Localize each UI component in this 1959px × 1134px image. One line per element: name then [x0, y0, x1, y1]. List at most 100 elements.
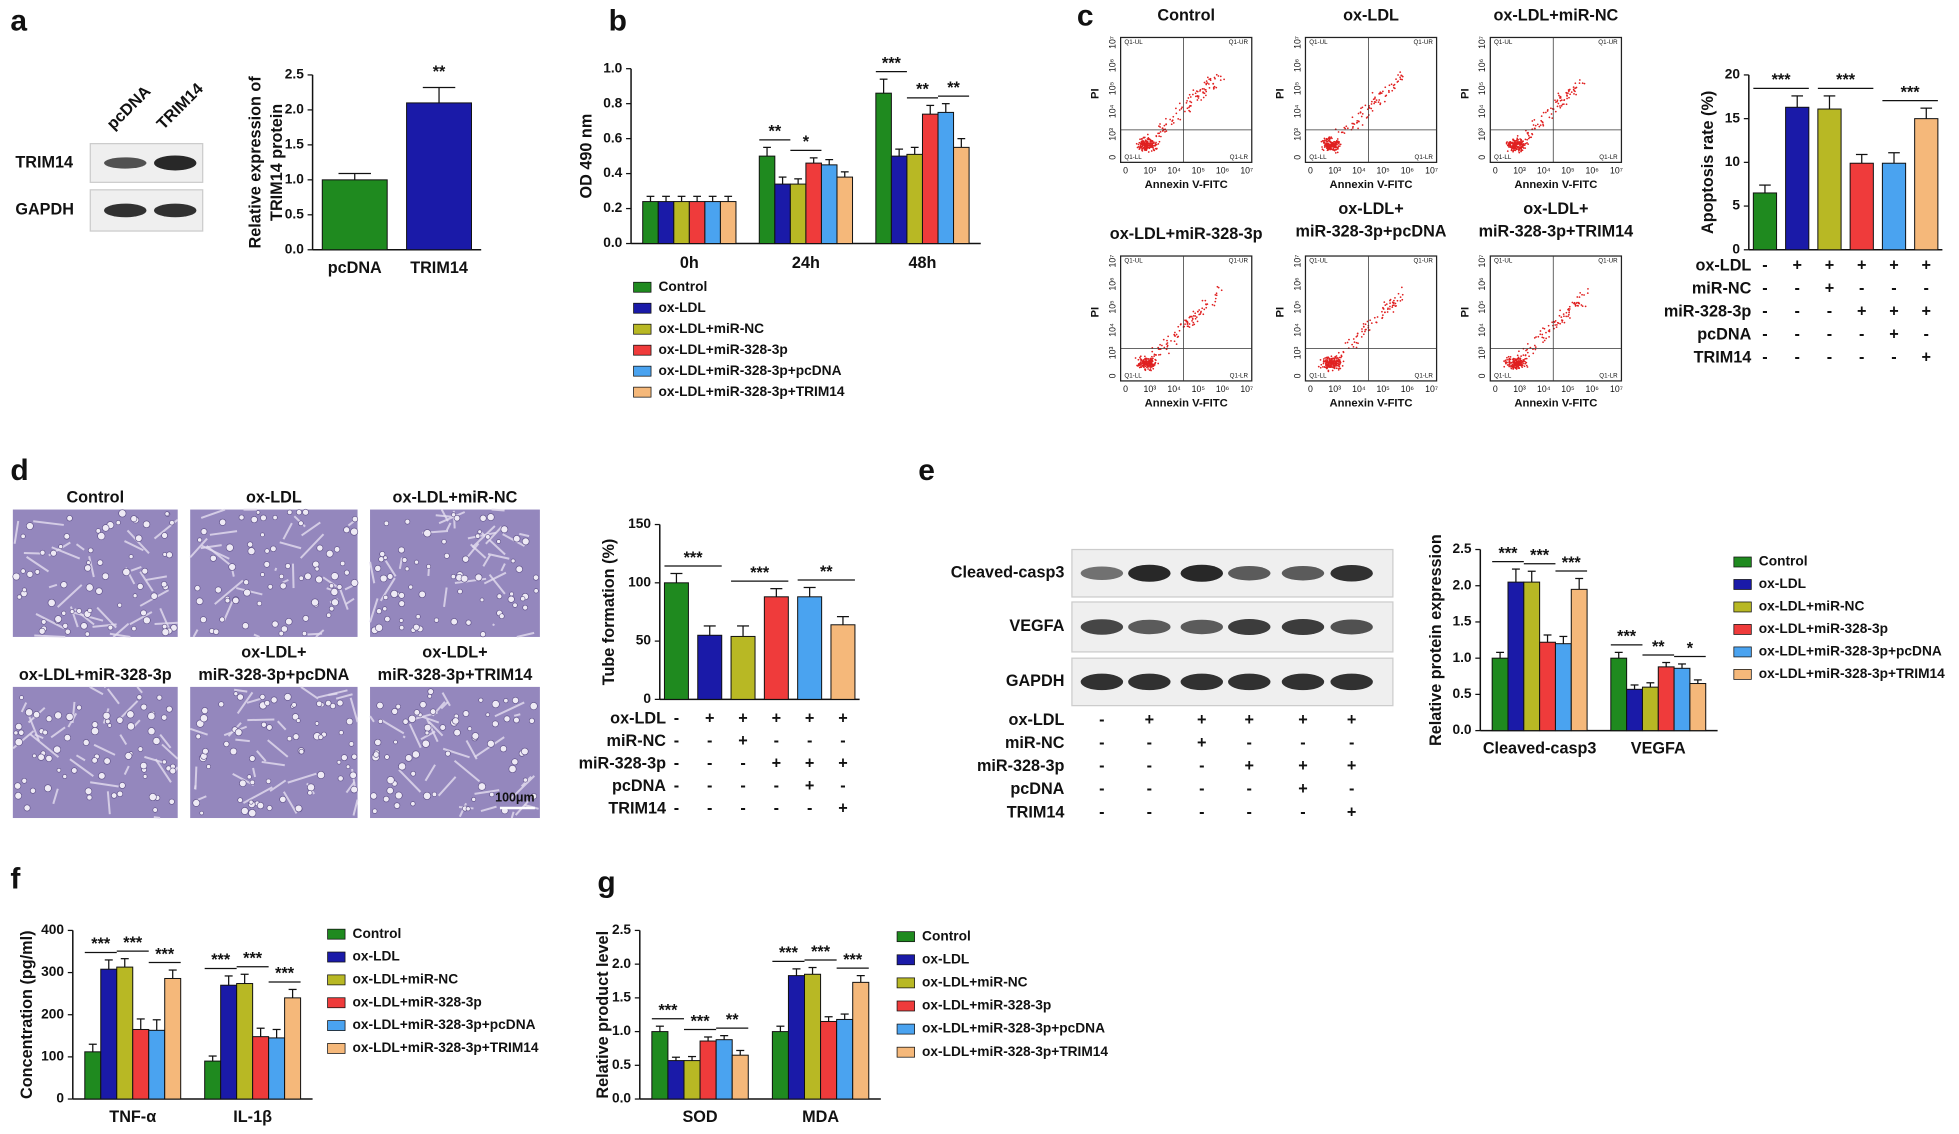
micro-texture — [282, 791, 298, 814]
flow-dot — [1140, 358, 1143, 361]
flow-xlabel: Annexin V-FITC — [1330, 397, 1413, 409]
bar — [1626, 688, 1643, 732]
treatment-mark: - — [674, 732, 679, 750]
micro-cell — [424, 730, 430, 736]
treatment-mark: - — [774, 777, 779, 795]
micro-cell — [199, 714, 208, 723]
micro-cell — [233, 691, 239, 697]
flow-dot — [1573, 301, 1576, 304]
flow-dot — [1158, 354, 1160, 356]
flow-dot — [1147, 358, 1150, 360]
micro-cell — [91, 727, 100, 736]
flow-dot — [1333, 149, 1336, 152]
micro-cell — [85, 583, 94, 592]
flow-dot — [1542, 111, 1545, 114]
flow-dot — [1539, 333, 1542, 336]
panel-letter: d — [10, 454, 28, 487]
flow-dot — [1194, 312, 1197, 315]
flow-dot — [1381, 90, 1384, 93]
micro-cell — [18, 729, 25, 736]
flow-dot — [1378, 93, 1381, 95]
micro-cell — [465, 619, 472, 626]
flow-dot — [1150, 369, 1152, 372]
micro-cell — [62, 622, 69, 629]
micro-texture — [29, 733, 60, 758]
flow-dot — [1389, 302, 1391, 304]
micro-texture — [129, 611, 153, 626]
bar — [758, 155, 776, 245]
flow-dot — [1514, 358, 1517, 361]
quadrant-label: Q1-LL — [1494, 373, 1512, 380]
micro-cell — [22, 587, 27, 593]
micro-texture — [48, 583, 58, 589]
micro-cell — [460, 574, 469, 583]
micro-cell — [66, 515, 73, 522]
x-tick-label: VEGFA — [1631, 740, 1686, 758]
flow-tick: 10⁷ — [1107, 36, 1117, 49]
micro-cell — [479, 514, 487, 522]
micro-texture — [315, 629, 325, 638]
flow-dot — [1167, 335, 1170, 338]
bar — [406, 102, 472, 251]
micro-cell — [132, 593, 138, 599]
flow-dot — [1540, 115, 1543, 118]
flow-dot — [1205, 83, 1208, 86]
micro-texture — [223, 600, 234, 622]
micro-cell — [116, 790, 124, 797]
micro-texture — [471, 525, 496, 549]
flow-dot — [1187, 97, 1190, 99]
flow-dot — [1559, 309, 1561, 312]
micro-cell — [152, 807, 158, 813]
micro-cell — [373, 751, 380, 758]
flow-dot — [1520, 146, 1523, 148]
flow-dot — [1338, 359, 1341, 362]
flow-dot — [1339, 362, 1342, 365]
treatment-label: miR-NC — [1692, 279, 1752, 297]
flow-xlabel: Annexin V-FITC — [1514, 179, 1597, 191]
flow-dot — [1521, 149, 1524, 152]
flow-dot — [1137, 146, 1140, 148]
micro-cell — [115, 520, 121, 526]
treatment-mark: - — [740, 800, 745, 818]
micro-cell — [311, 598, 319, 607]
micro-cell — [160, 581, 168, 588]
micro-texture — [214, 579, 244, 605]
micro-texture — [92, 623, 117, 628]
flow-dot — [1377, 101, 1380, 104]
micro-texture — [494, 701, 525, 718]
flow-dot — [1558, 314, 1561, 317]
micro-cell — [150, 592, 158, 600]
flow-dot — [1188, 323, 1191, 325]
x-tick-label: 0h — [680, 254, 699, 272]
bar — [663, 582, 689, 700]
flow-dot — [1518, 366, 1520, 369]
flow-dot — [1168, 352, 1170, 355]
bar — [953, 146, 970, 245]
flow-dot — [1509, 365, 1512, 368]
flow-dot — [1351, 127, 1354, 129]
micro-cell — [477, 529, 482, 534]
flow-dot — [1192, 310, 1195, 313]
micro-cell — [14, 792, 22, 800]
flow-dot — [1519, 141, 1522, 144]
micro-cell — [376, 608, 382, 615]
micro-cell — [522, 604, 528, 611]
micro-cell — [328, 583, 335, 589]
micro-cell — [56, 768, 62, 773]
micro-cell — [270, 545, 277, 552]
flow-dot — [1153, 364, 1156, 366]
flow-dot — [1339, 143, 1342, 146]
flow-dot — [1581, 293, 1583, 296]
y-tick-label: 2.5 — [612, 922, 631, 937]
micro-cell — [485, 712, 490, 717]
flow-dot — [1144, 363, 1147, 365]
micro-cell — [509, 591, 514, 597]
blot-band — [1128, 564, 1171, 582]
significance-label: *** — [811, 943, 831, 961]
treatment-mark: - — [674, 800, 679, 818]
flow-dot — [1565, 103, 1568, 106]
micro-cell — [136, 583, 144, 590]
flow-dot — [1521, 140, 1524, 143]
micro-texture — [437, 776, 457, 797]
micro-cell — [477, 782, 486, 791]
